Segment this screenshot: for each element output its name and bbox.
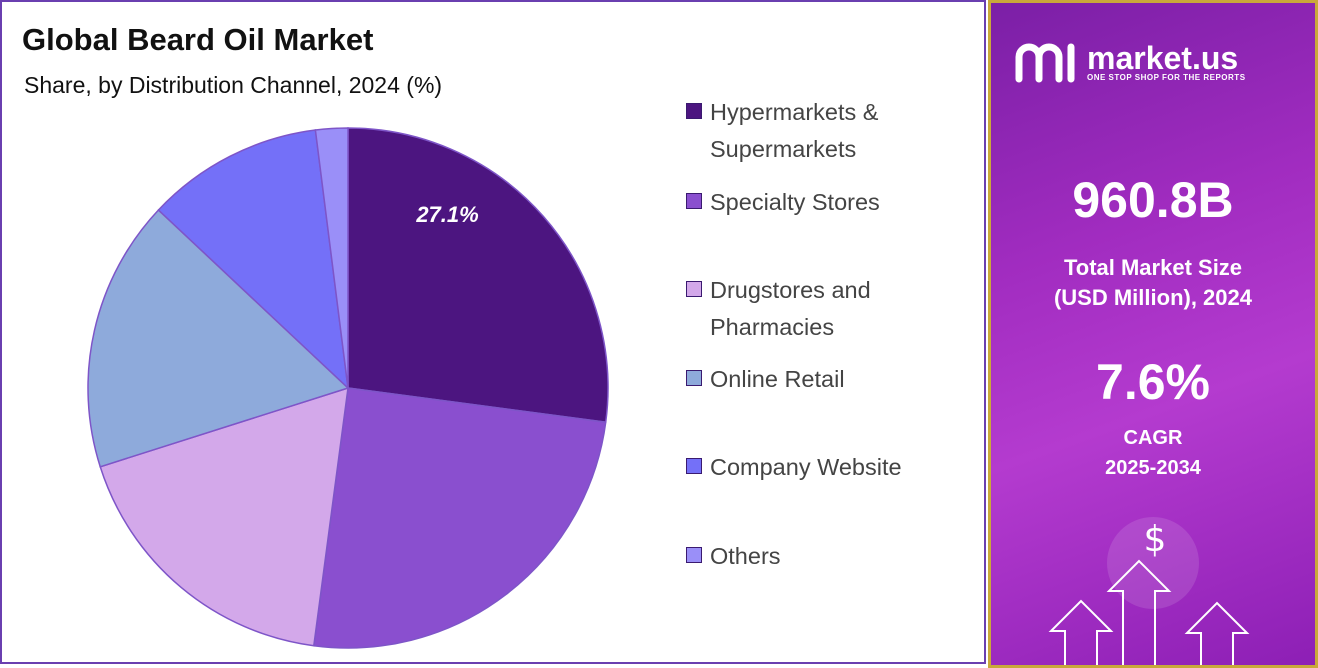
legend-item-company-website: Company Website	[686, 449, 976, 486]
growth-arrows-icon: $	[1048, 517, 1250, 665]
legend-label-line: Online Retail	[710, 366, 845, 392]
brand-logo: market.us ONE STOP SHOP FOR THE REPORTS	[1013, 39, 1246, 85]
chart-title: Global Beard Oil Market	[22, 22, 374, 57]
pie-slice-company-website	[157, 129, 350, 390]
dollar-icon: $	[1144, 519, 1167, 560]
legend-label-line: Pharmacies	[710, 314, 835, 340]
legend-item-hypermarkets: Hypermarkets & Supermarkets	[686, 94, 976, 168]
data-label-hypermarkets: 27.1%	[415, 202, 478, 227]
legend-swatch	[686, 103, 702, 119]
legend-label: Online Retail	[710, 361, 845, 398]
pie-slice-others	[314, 127, 349, 389]
brand-tagline: ONE STOP SHOP FOR THE REPORTS	[1087, 72, 1246, 82]
legend-swatch	[686, 370, 702, 386]
brand-name: market.us	[1087, 39, 1239, 76]
cagr-period: 2025-2034	[1105, 457, 1201, 479]
market-size-value: 960.8B	[1072, 172, 1234, 228]
legend-label-line: Supermarkets	[710, 136, 857, 162]
legend-label: Others	[710, 538, 781, 575]
legend-item-online-retail: Online Retail	[686, 361, 976, 398]
legend-swatch	[686, 193, 702, 209]
legend-item-drugstores: Drugstores and Pharmacies	[686, 272, 976, 346]
market-us-logo-icon	[1015, 43, 1075, 83]
cagr-label: CAGR	[1123, 427, 1183, 449]
legend-label: Specialty Stores	[710, 184, 880, 221]
legend-swatch	[686, 547, 702, 563]
chart-subtitle: Share, by Distribution Channel, 2024 (%)	[24, 72, 443, 98]
legend-swatch	[686, 458, 702, 474]
pie-slice-hypermarkets	[347, 127, 609, 424]
cagr-value: 7.6%	[1096, 354, 1210, 410]
legend-label: Hypermarkets & Supermarkets	[710, 94, 878, 168]
pie-slice-drugstores	[99, 386, 349, 647]
legend-item-others: Others	[686, 538, 976, 575]
legend-label: Company Website	[710, 449, 902, 486]
legend-label: Drugstores and Pharmacies	[710, 272, 871, 346]
legend-item-specialty-stores: Specialty Stores	[686, 184, 976, 221]
legend-swatch	[686, 281, 702, 297]
chart-panel: Global Beard Oil Market Share, by Distri…	[0, 0, 986, 664]
pie-chart: 27.1%	[87, 127, 609, 649]
legend-label-line: Company Website	[710, 454, 902, 480]
legend-label-line: Specialty Stores	[710, 189, 880, 215]
legend-label-line: Hypermarkets &	[710, 99, 879, 125]
legend-label-line: Others	[710, 543, 781, 569]
legend-label-line: Drugstores and	[710, 277, 871, 303]
market-size-label-line1: Total Market Size	[1063, 255, 1243, 280]
market-size-label-line2: (USD Million), 2024	[1053, 285, 1253, 310]
pie-slice-online-retail	[87, 208, 350, 468]
pie-slice-specialty-stores	[312, 387, 607, 649]
info-panel: market.us ONE STOP SHOP FOR THE REPORTS …	[988, 0, 1318, 668]
